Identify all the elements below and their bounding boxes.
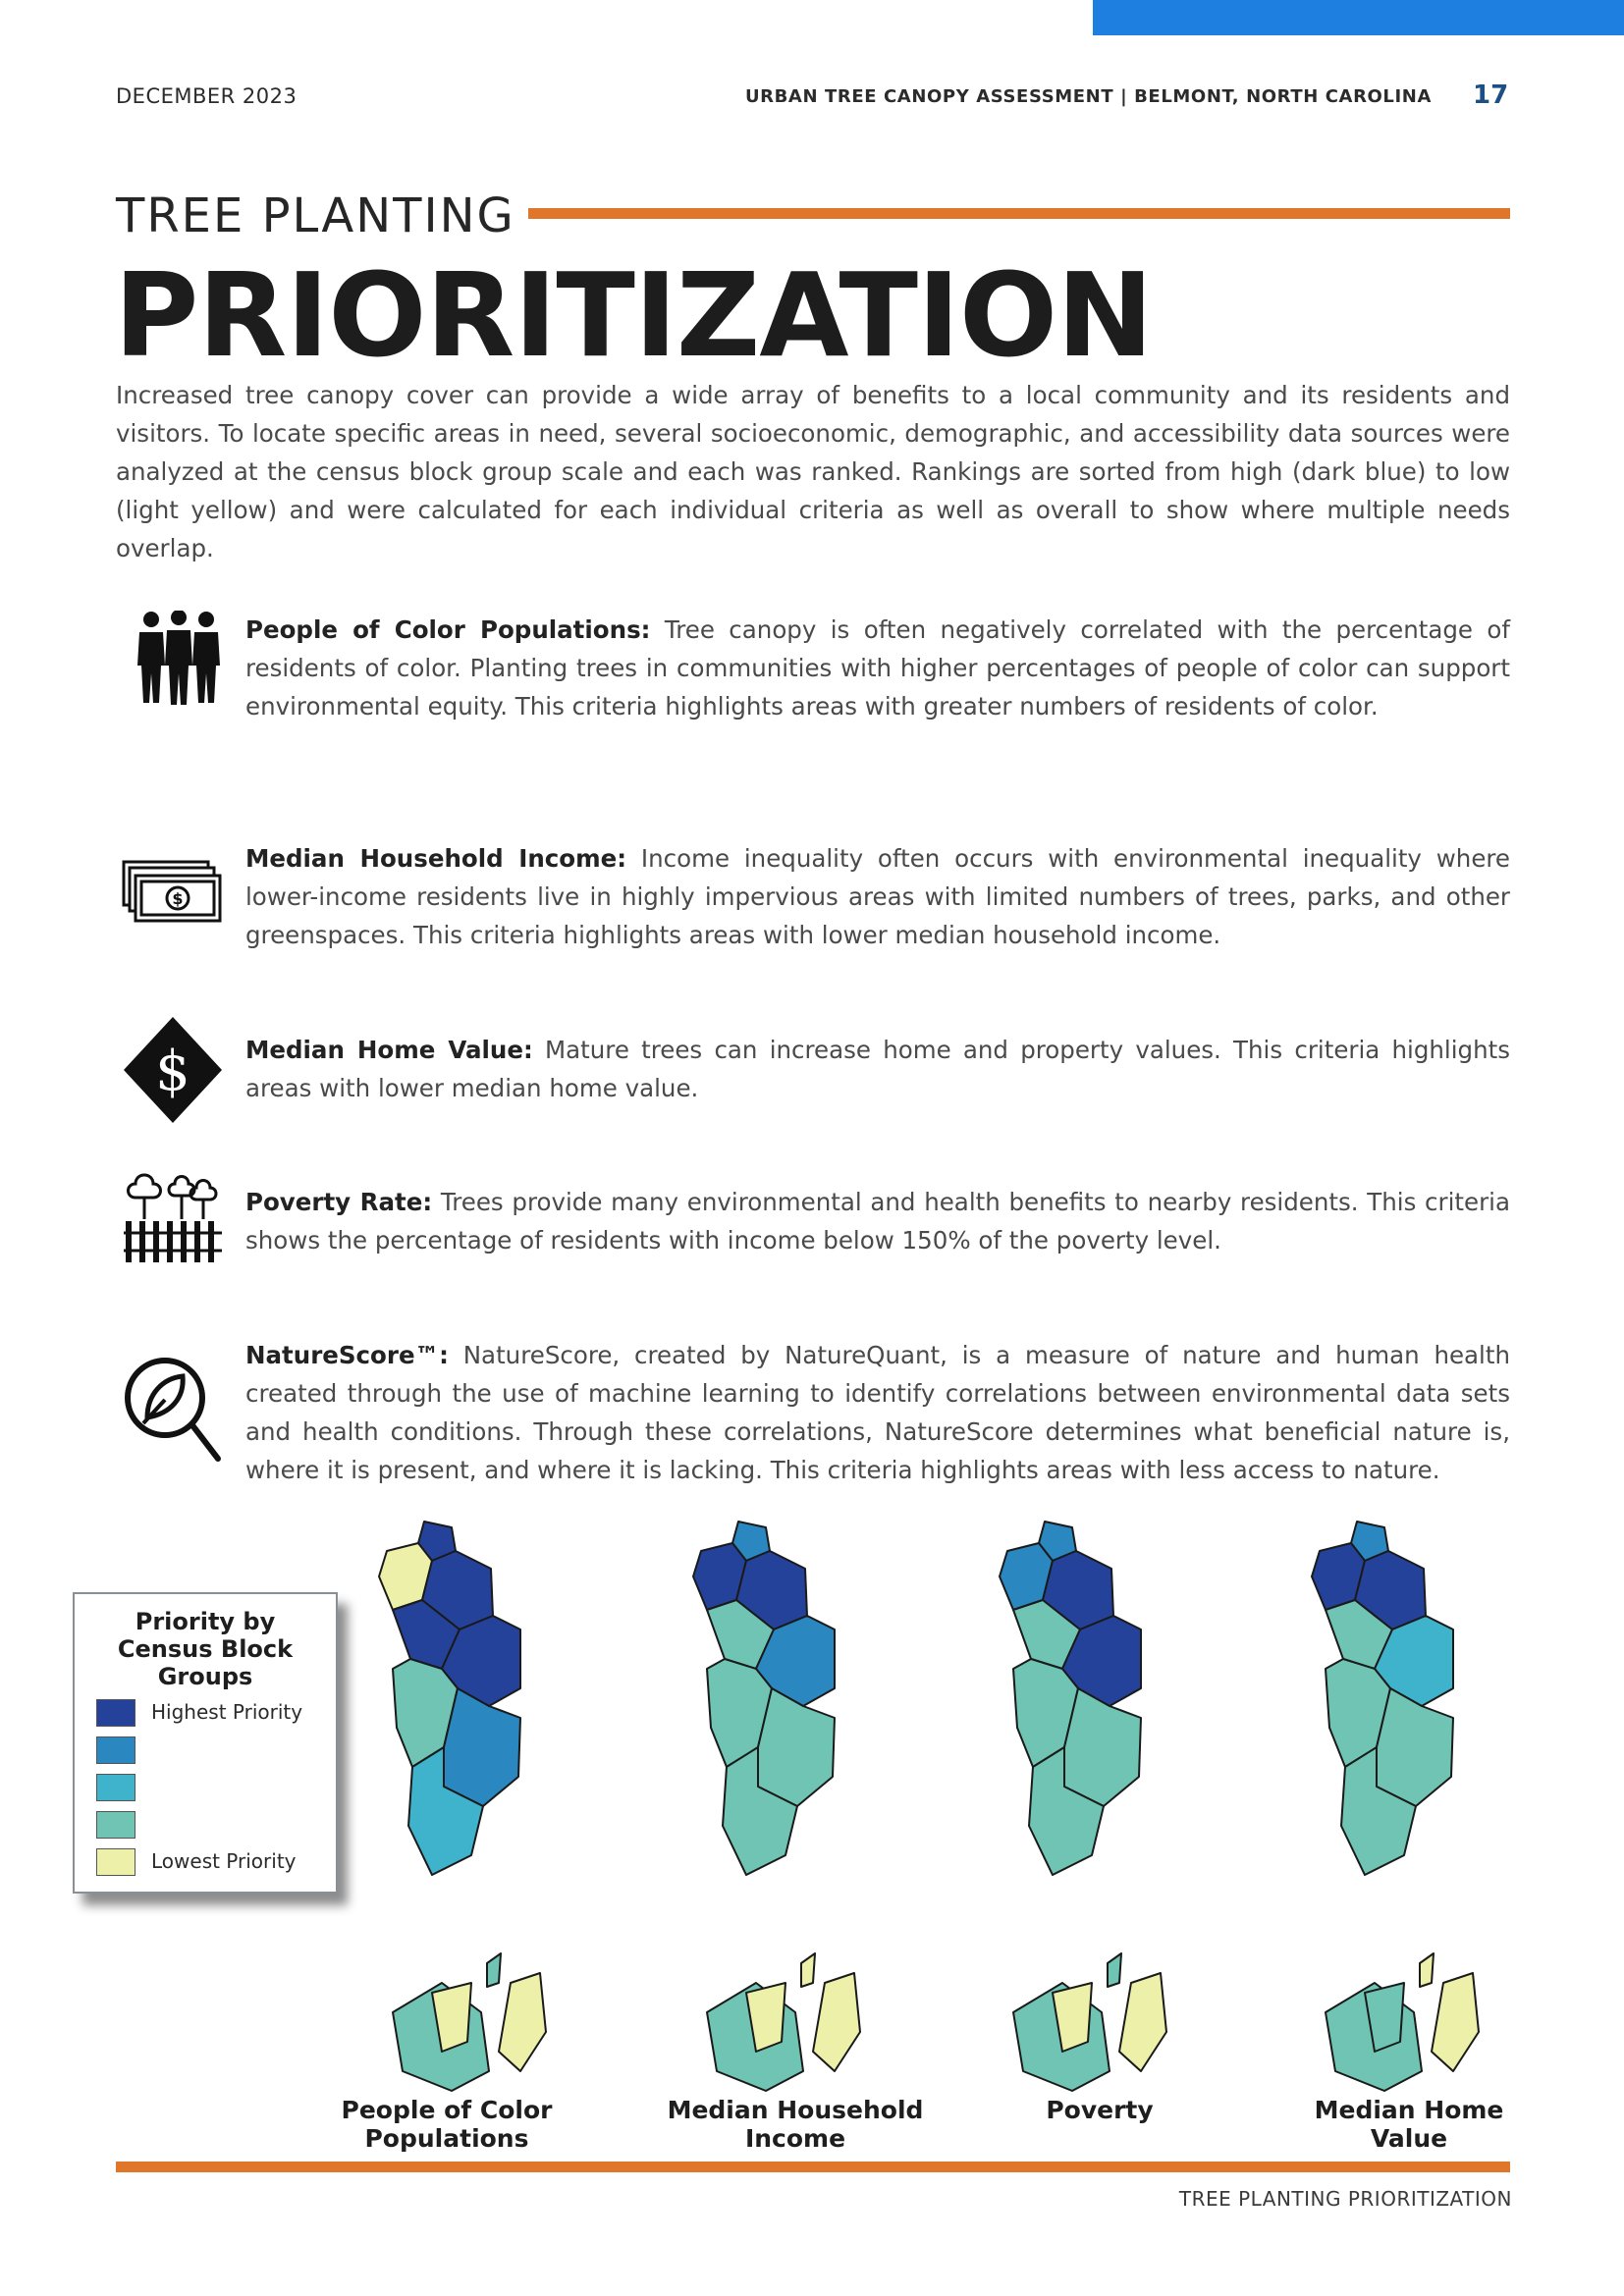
trees-fence-icon	[124, 1173, 222, 1262]
criterion-label: Poverty Rate:	[245, 1188, 433, 1216]
legend-swatch	[96, 1811, 135, 1839]
census-block-group	[745, 1982, 786, 2053]
legend-swatch-lowest	[96, 1848, 135, 1876]
money-icon: $	[122, 860, 222, 923]
census-block-group	[407, 1746, 484, 1876]
census-block-group	[498, 1972, 547, 2072]
footer-section-name: TREE PLANTING PRIORITIZATION	[1178, 2187, 1512, 2211]
census-block-group	[1028, 1746, 1105, 1876]
page-number: 17	[1473, 80, 1509, 110]
census-block-group	[812, 1972, 861, 2072]
map-legend: Priority by Census Block Groups Highest …	[73, 1592, 338, 1894]
census-block-group	[757, 1687, 836, 1807]
map-label-people-of-color: People of Color Populations	[341, 2096, 553, 2153]
map-household-income	[692, 1521, 861, 2092]
criterion-text: Income inequality often occurs with envi…	[245, 844, 1510, 949]
map-home-value	[1311, 1521, 1480, 2092]
legend-label-highest: Highest Priority	[151, 1700, 303, 1724]
people-icon	[137, 611, 220, 705]
criterion-household-income: Median Household Income: Income inequali…	[245, 839, 1510, 954]
criterion-text: Mature trees can increase home and prope…	[245, 1036, 1510, 1102]
census-block-group	[1063, 1687, 1142, 1807]
census-block-group	[1376, 1687, 1454, 1807]
title-rule	[528, 208, 1510, 219]
legend-swatch	[96, 1736, 135, 1764]
census-block-group	[1431, 1972, 1480, 2072]
header-date: DECEMBER 2023	[116, 84, 298, 108]
criterion-poverty-rate: Poverty Rate: Trees provide many environ…	[245, 1183, 1510, 1259]
census-block-group	[1052, 1982, 1093, 2053]
criterion-label: NatureScore™:	[245, 1341, 449, 1369]
criterion-naturescore: NatureScore™: NatureScore, created by Na…	[245, 1336, 1510, 1489]
census-block-group	[1340, 1746, 1417, 1876]
leaf-magnifier-icon	[125, 1358, 221, 1462]
legend-title: Priority by Census Block Groups	[117, 1608, 294, 1690]
census-block-group	[486, 1952, 502, 1988]
map-poverty	[999, 1521, 1167, 2092]
census-block-group	[800, 1952, 816, 1988]
footer-rule	[116, 2162, 1510, 2172]
intro-paragraph: Increased tree canopy cover can provide …	[116, 381, 1510, 562]
census-block-group	[1118, 1972, 1167, 2072]
legend-swatch	[96, 1774, 135, 1801]
criterion-text: NatureScore, created by NatureQuant, is …	[245, 1341, 1510, 1484]
svg-text:$: $	[155, 1040, 190, 1103]
map-label-home-value: Median Home Value	[1314, 2096, 1504, 2153]
map-people-of-color	[378, 1521, 547, 2092]
top-accent-bar	[1093, 0, 1624, 35]
criterion-label: Median Household Income:	[245, 844, 627, 873]
census-block-group	[722, 1746, 798, 1876]
section-title-large: PRIORITIZATION	[114, 247, 1154, 383]
legend-swatch-highest	[96, 1699, 135, 1727]
legend-label-lowest: Lowest Priority	[151, 1849, 297, 1873]
criterion-text: Trees provide many environmental and hea…	[245, 1188, 1510, 1255]
census-block-group	[431, 1982, 472, 2053]
census-block-group	[443, 1687, 521, 1807]
criterion-home-value: Median Home Value: Mature trees can incr…	[245, 1031, 1510, 1107]
criterion-label: People of Color Populations:	[245, 615, 651, 644]
census-block-group	[1107, 1952, 1122, 1988]
dollar-diamond-icon: $	[124, 1017, 222, 1123]
census-block-group	[1419, 1952, 1435, 1988]
criterion-label: Median Home Value:	[245, 1036, 533, 1064]
map-label-poverty: Poverty	[1046, 2096, 1154, 2124]
census-block-group	[1364, 1982, 1405, 2053]
section-title-small: TREE PLANTING	[116, 188, 515, 243]
svg-text:$: $	[172, 889, 183, 908]
map-label-household-income: Median Household Income	[667, 2096, 924, 2153]
header-report-title: URBAN TREE CANOPY ASSESSMENT | BELMONT, …	[744, 86, 1432, 107]
criterion-people-of-color: People of Color Populations: Tree canopy…	[245, 611, 1510, 725]
criterion-text: Tree canopy is often negatively correlat…	[245, 615, 1510, 721]
